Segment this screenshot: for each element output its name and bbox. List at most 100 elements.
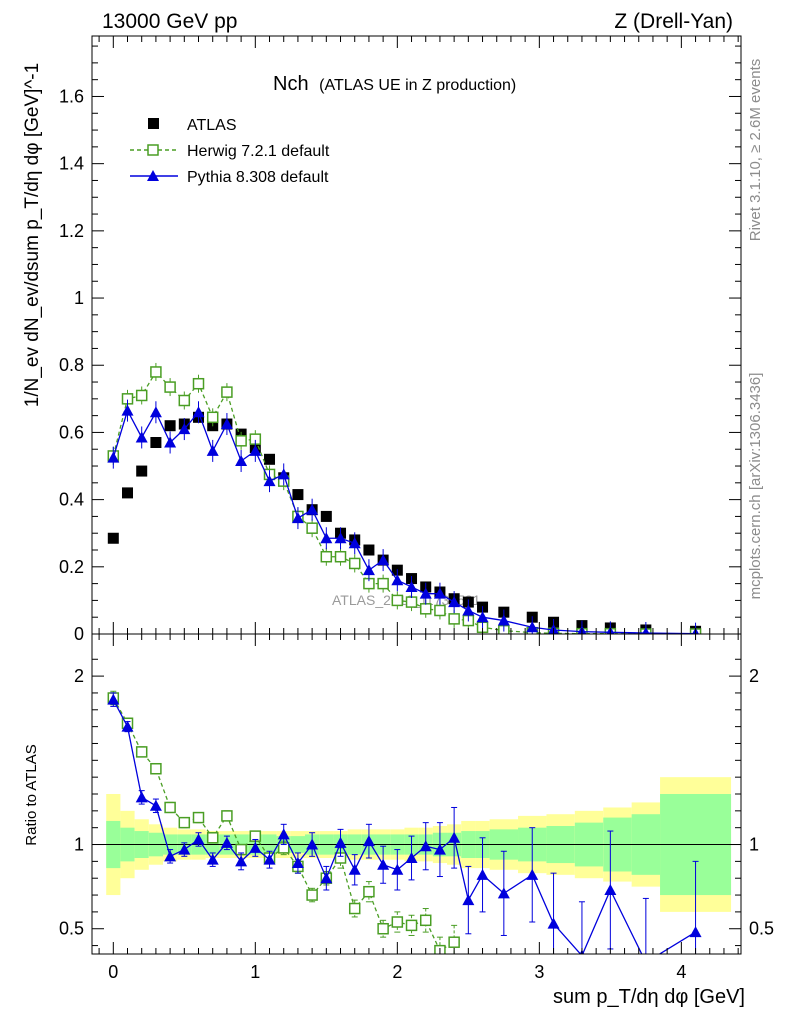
- legend-label-pythia: Pythia 8.308 default: [187, 169, 329, 186]
- ratio-y-tick-label-right: 2: [749, 666, 759, 686]
- herwig-point: [235, 435, 247, 447]
- herwig-point: [206, 411, 219, 424]
- main-y-tick-label: 0.2: [59, 557, 84, 577]
- series-line-1: [112, 370, 696, 634]
- ratio-herwig-point: [164, 801, 176, 814]
- ratio-pythia-point: [306, 838, 319, 850]
- main-title-text: Nch: [273, 73, 309, 95]
- main-title: Nch (ATLAS UE in Z production): [273, 73, 516, 95]
- ratio-herwig-point: [150, 762, 162, 775]
- herwig-point: [178, 394, 191, 407]
- pythia-point: [306, 503, 319, 515]
- ratio-pythia-point: [249, 841, 262, 853]
- legend-marker-atlas: [148, 118, 159, 129]
- pythia-point: [526, 621, 539, 633]
- ratio-pythia-point: [547, 917, 560, 929]
- atlas-point: [292, 489, 304, 501]
- pythia-point: [405, 580, 418, 592]
- ratio-herwig-point: [448, 936, 460, 948]
- herwig-point: [334, 550, 347, 563]
- main-y-tick-label: 1.6: [59, 86, 84, 106]
- ratio-pythia-point: [334, 836, 347, 848]
- ratio-pythia-point: [220, 836, 233, 848]
- ratio-y-tick-label-right: 1: [749, 835, 759, 855]
- ratio-pythia-point: [419, 840, 432, 852]
- ratio-herwig-point: [192, 811, 205, 824]
- pythia-point: [220, 418, 233, 430]
- ratio-y-tick-label-right: 0.5: [749, 919, 774, 939]
- pythia-point: [334, 532, 347, 544]
- legend-entry-atlas: ATLAS: [148, 117, 237, 134]
- main-y-tick-label: 0.4: [59, 490, 84, 510]
- herwig-point: [448, 613, 460, 625]
- ratio-pythia-point: [405, 852, 418, 863]
- atlas-point: [122, 487, 134, 499]
- series-line-2: [112, 408, 696, 634]
- pythia-point: [192, 406, 205, 418]
- ratio-herwig-point: [377, 922, 389, 935]
- pythia-point: [206, 444, 219, 456]
- ratio-pythia-point: [362, 835, 375, 847]
- rivet-version-note: Rivet 3.1.10, ≥ 2.6M events: [747, 59, 764, 242]
- x-tick-label: 0: [108, 962, 118, 982]
- ratio-y-tick-label-left: 0.5: [59, 919, 84, 939]
- pythia-point: [249, 444, 262, 456]
- ratio-pythia-point: [206, 853, 219, 865]
- atlas-point: [264, 453, 276, 465]
- pythia-point: [178, 423, 191, 435]
- pythia-point: [135, 431, 148, 443]
- legend-marker-herwig: [147, 144, 159, 156]
- x-tick-label: 3: [534, 962, 544, 982]
- ratio-herwig-point: [135, 746, 148, 758]
- ratio-pythia-point: [391, 863, 404, 875]
- ratio-pythia-point: [462, 894, 475, 906]
- ratio-pythia-point: [149, 799, 162, 811]
- ratio-pythia-point: [178, 843, 191, 855]
- pythia-point: [497, 614, 510, 626]
- legend-entry-herwig: Herwig 7.2.1 default: [130, 143, 330, 160]
- ratio-pythia-point: [526, 868, 539, 880]
- pythia-point: [419, 587, 432, 599]
- legend: ATLAS Herwig 7.2.1 default Pythia 8.308 …: [130, 117, 330, 186]
- ratio-plot-frame: [91, 633, 742, 955]
- ratio-pythia-point: [263, 853, 276, 865]
- herwig-point: [306, 522, 318, 534]
- pythia-point: [121, 404, 134, 416]
- ratio-herwig-point: [306, 889, 318, 901]
- pythia-point: [462, 604, 475, 616]
- main-y-axis-label: 1/N_ev dN_ev/dsum p_T/dη dφ [GeV]^-1: [22, 63, 43, 407]
- pythia-point: [277, 468, 290, 480]
- main-y-tick-label: 0.6: [59, 422, 84, 442]
- pythia-point: [149, 406, 162, 418]
- atlas-point: [107, 532, 119, 544]
- pythia-point: [391, 574, 404, 586]
- atlas-point: [150, 437, 162, 449]
- herwig-point: [192, 377, 205, 390]
- pythia-point: [164, 436, 177, 448]
- main-y-tick-label: 1: [74, 288, 84, 308]
- legend-label-herwig: Herwig 7.2.1 default: [187, 143, 330, 160]
- ratio-herwig-point: [221, 810, 233, 822]
- ratio-herwig-point: [348, 902, 361, 915]
- ratio-pythia-point: [320, 872, 333, 884]
- ratio-pythia-point: [291, 857, 304, 869]
- main-y-tick-label: 0.8: [59, 355, 84, 375]
- herwig-point: [391, 594, 404, 607]
- main-panel: Nch (ATLAS UE in Z production) ATLAS_201…: [22, 35, 742, 644]
- pythia-point: [476, 611, 489, 623]
- atlas-point: [363, 544, 375, 556]
- legend-entry-pythia: Pythia 8.308 default: [130, 169, 329, 186]
- ratio-herwig-point: [363, 885, 375, 898]
- ratio-herwig-point: [419, 914, 432, 927]
- collision-energy-label: 13000 GeV pp: [102, 10, 237, 33]
- herwig-point: [150, 366, 162, 378]
- main-y-tick-label: 1.2: [59, 221, 84, 241]
- pythia-point: [320, 532, 333, 544]
- ratio-pythia-point: [448, 831, 461, 843]
- x-axis-label: sum p_T/dη dφ [GeV]: [553, 986, 745, 1008]
- process-label: Z (Drell-Yan): [614, 10, 733, 33]
- atlas-point: [320, 510, 332, 522]
- herwig-point: [320, 550, 333, 563]
- ratio-panel: 0.5 0.5 1 1 2 2 0 1 2 3 4 Ratio to ATLAS sum p_T/…: [23, 36, 774, 1008]
